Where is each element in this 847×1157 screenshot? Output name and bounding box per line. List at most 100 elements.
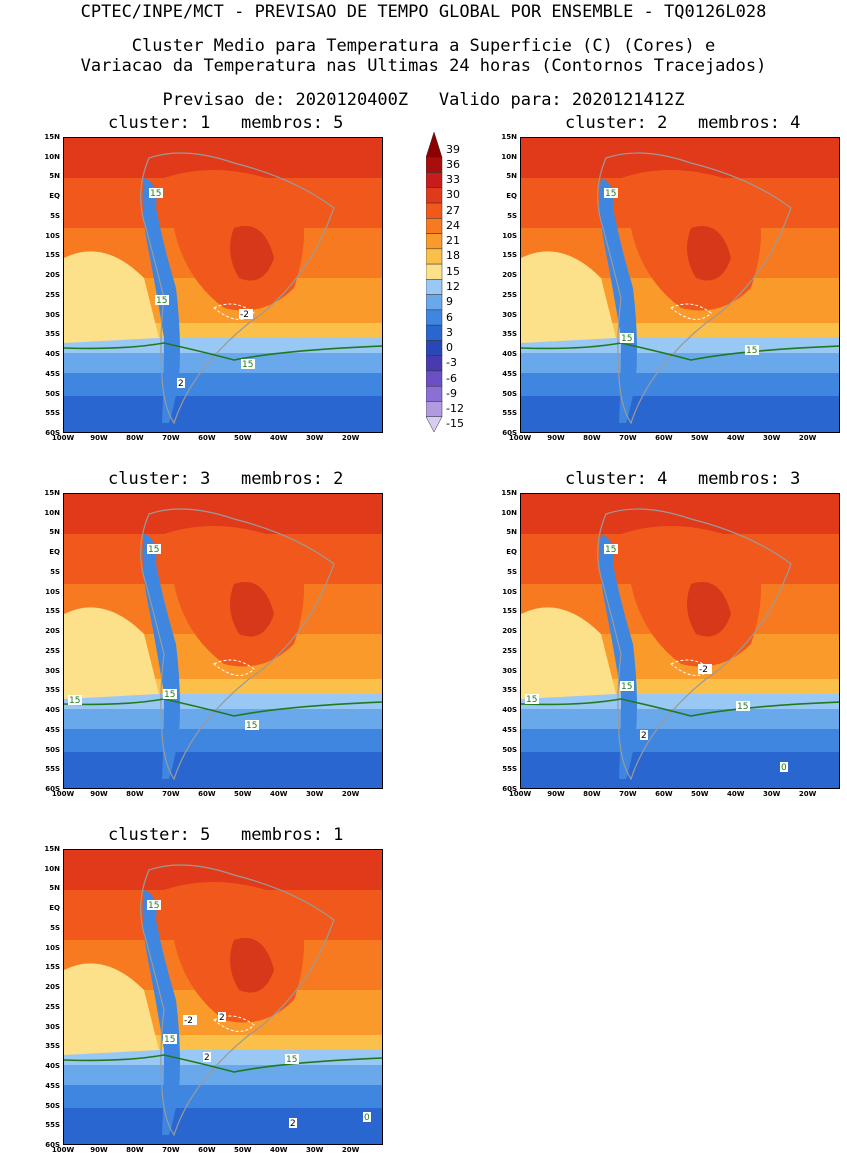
lat-tick-label: 40S — [45, 1062, 60, 1071]
lon-tick-label: 100W — [51, 1146, 75, 1154]
colorbar-segment — [426, 157, 443, 173]
coastline — [597, 152, 792, 425]
lat-tick-label: 45S — [45, 725, 60, 734]
colorbar-segment — [426, 218, 443, 234]
contour-label-text: 15 — [286, 1055, 297, 1065]
contour-label-bg — [239, 309, 253, 319]
lon-tick-label: 40W — [726, 434, 745, 442]
lat-tick-label: 15N — [501, 133, 517, 141]
contour-label: 15 — [68, 695, 82, 706]
header-line-1: CPTEC/INPE/MCT - PREVISAO DE TEMPO GLOBA… — [80, 2, 767, 22]
colorbar-label: 0 — [446, 341, 453, 355]
contour-label-bg — [177, 378, 185, 388]
contour-label: 0 — [363, 1112, 371, 1123]
lat-tick-label: 10N — [501, 152, 517, 161]
lon-tick-label: 20W — [798, 434, 817, 442]
lat-tick-label: 30S — [45, 1022, 60, 1031]
lon-tick-label: 40W — [269, 1146, 288, 1154]
temperature-band — [64, 373, 382, 397]
lon-tick-label: 80W — [126, 434, 144, 442]
colorbar-segment — [426, 233, 443, 250]
lat-tick-label: 5S — [507, 567, 517, 576]
lon-tick-label: 70W — [162, 434, 180, 442]
coastline — [140, 508, 335, 781]
lon-tick-label: 20W — [341, 434, 360, 442]
temperature-map-panel: 15 15 15 15 -2 2 0 — [520, 493, 840, 789]
contour-label-text: 15 — [148, 545, 159, 555]
lat-tick-label: 25S — [502, 290, 517, 299]
contour-label: 15 — [525, 694, 539, 705]
lon-tick-label: 100W — [508, 434, 532, 442]
contour-label-bg — [149, 188, 163, 198]
contour-label-text: 2 — [290, 1119, 296, 1129]
map-svg: 15 15 15 -2 2 — [64, 138, 382, 432]
lon-tick-label: 60W — [655, 434, 673, 442]
temperature-band — [64, 1085, 382, 1109]
lat-tick-label: 15S — [45, 607, 60, 616]
colorbar-segment — [426, 294, 443, 311]
lat-tick-label: 40S — [502, 350, 517, 359]
temperature-band — [64, 396, 382, 432]
lon-tick-label: 70W — [619, 434, 637, 442]
lat-tick-label: 10S — [45, 587, 60, 596]
contour-label-text: 15 — [746, 346, 757, 356]
lat-tick-label: 20S — [45, 983, 60, 992]
temperature-band — [64, 729, 382, 753]
lat-tick-label: 35S — [502, 686, 517, 695]
map-svg: 15 15 15 15 — [64, 494, 382, 788]
lon-tick-label: 90W — [90, 790, 108, 798]
lon-tick-label: 90W — [90, 434, 108, 442]
contour-label-bg — [203, 1052, 211, 1062]
panel-title: cluster: 2 membros: 4 — [565, 113, 801, 133]
contour-label-text: 15 — [164, 1035, 175, 1045]
lat-tick-label: 10N — [44, 152, 60, 161]
contour-label-text: 15 — [605, 545, 616, 555]
lon-tick-label: 50W — [691, 790, 709, 798]
contour-label-bg — [245, 720, 259, 730]
lat-tick-label: 50S — [502, 745, 517, 754]
lat-tick-label: 5S — [507, 211, 517, 220]
lat-tick-label: 10S — [45, 231, 60, 240]
lat-tick-label: 45S — [45, 369, 60, 378]
colorbar-label: 3 — [446, 325, 453, 339]
hot-core-region — [687, 582, 731, 637]
lat-tick-label: 30S — [502, 310, 517, 319]
temperature-map-panel: 15 15 15 15 — [63, 493, 383, 789]
lat-tick-label: 15S — [45, 963, 60, 972]
lat-tick-label: 5S — [50, 567, 60, 576]
contour-label-text: 15 — [156, 296, 167, 306]
contour-label: 15 — [620, 333, 634, 344]
lon-tick-label: 70W — [162, 790, 180, 798]
colorbar-label: -15 — [446, 417, 464, 431]
coastline — [597, 508, 792, 781]
temperature-band — [521, 373, 839, 397]
lat-tick-label: EQ — [506, 548, 517, 557]
colorbar-label: 39 — [446, 142, 460, 156]
lat-tick-label: 15N — [44, 845, 60, 853]
contour-label-bg — [640, 730, 648, 740]
lon-tick-label: 20W — [341, 790, 360, 798]
contour-label-bg — [620, 681, 634, 691]
contour-label: 2 — [177, 378, 185, 389]
contour-label: -2 — [183, 1015, 197, 1026]
lon-tick-label: 20W — [341, 1146, 360, 1154]
andes-cold-strip — [142, 534, 180, 779]
colorbar-label: -9 — [446, 386, 457, 400]
contour-label: 15 — [163, 1034, 177, 1045]
colorbar-label: -12 — [446, 402, 464, 416]
contour-label: 15 — [155, 295, 169, 306]
colorbar-label: 12 — [446, 280, 460, 293]
lon-tick-label: 100W — [508, 790, 532, 798]
contour-label: 15 — [604, 188, 618, 199]
lon-tick-label: 40W — [269, 434, 288, 442]
contour-label: 15 — [745, 345, 759, 356]
lat-tick-label: 55S — [45, 765, 60, 774]
contour-label-text: 2 — [204, 1053, 210, 1063]
lat-tick-label: 40S — [45, 350, 60, 359]
lat-tick-label: 10N — [501, 508, 517, 517]
contour-label-bg — [780, 762, 788, 772]
lat-tick-label: 60S — [502, 785, 517, 793]
cool-pacific-region — [64, 607, 159, 699]
contour-label: -2 — [239, 309, 253, 320]
contour-label-text: 15 — [621, 682, 632, 692]
